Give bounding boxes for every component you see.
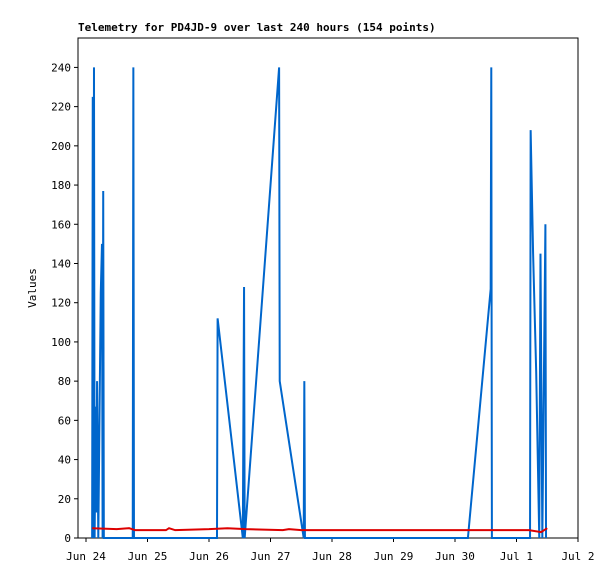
y-tick-label: 60 xyxy=(58,414,71,427)
y-tick-label: 140 xyxy=(51,257,71,270)
y-tick-label: 80 xyxy=(58,375,71,388)
plot-frame xyxy=(77,37,579,539)
series-line xyxy=(91,67,548,539)
y-tick-label: 40 xyxy=(58,454,71,467)
x-tick-label: Jun 30 xyxy=(435,550,475,563)
x-tick-label: Jun 24 xyxy=(66,550,106,563)
chart-title: Telemetry for PD4JD-9 over last 240 hour… xyxy=(78,21,436,34)
y-tick-label: 20 xyxy=(58,493,71,506)
x-tick-label: Jun 25 xyxy=(128,550,168,563)
y-tick-label: 180 xyxy=(51,179,71,192)
x-tick-label: Jul 2 xyxy=(561,550,594,563)
y-tick-label: 0 xyxy=(64,532,71,545)
y-tick-label: 240 xyxy=(51,61,71,74)
y-tick-label: 200 xyxy=(51,140,71,153)
y-tick-label: 160 xyxy=(51,218,71,231)
x-tick-label: Jun 29 xyxy=(374,550,414,563)
y-tick-label: 220 xyxy=(51,101,71,114)
x-tick-label: Jun 26 xyxy=(189,550,229,563)
x-tick-label: Jul 1 xyxy=(500,550,533,563)
y-tick-label: 120 xyxy=(51,297,71,310)
x-tick-label: Jun 27 xyxy=(251,550,291,563)
x-tick-label: Jun 28 xyxy=(312,550,352,563)
series-line xyxy=(92,527,548,534)
y-axis-label: Values xyxy=(26,268,39,308)
y-tick-label: 100 xyxy=(51,336,71,349)
